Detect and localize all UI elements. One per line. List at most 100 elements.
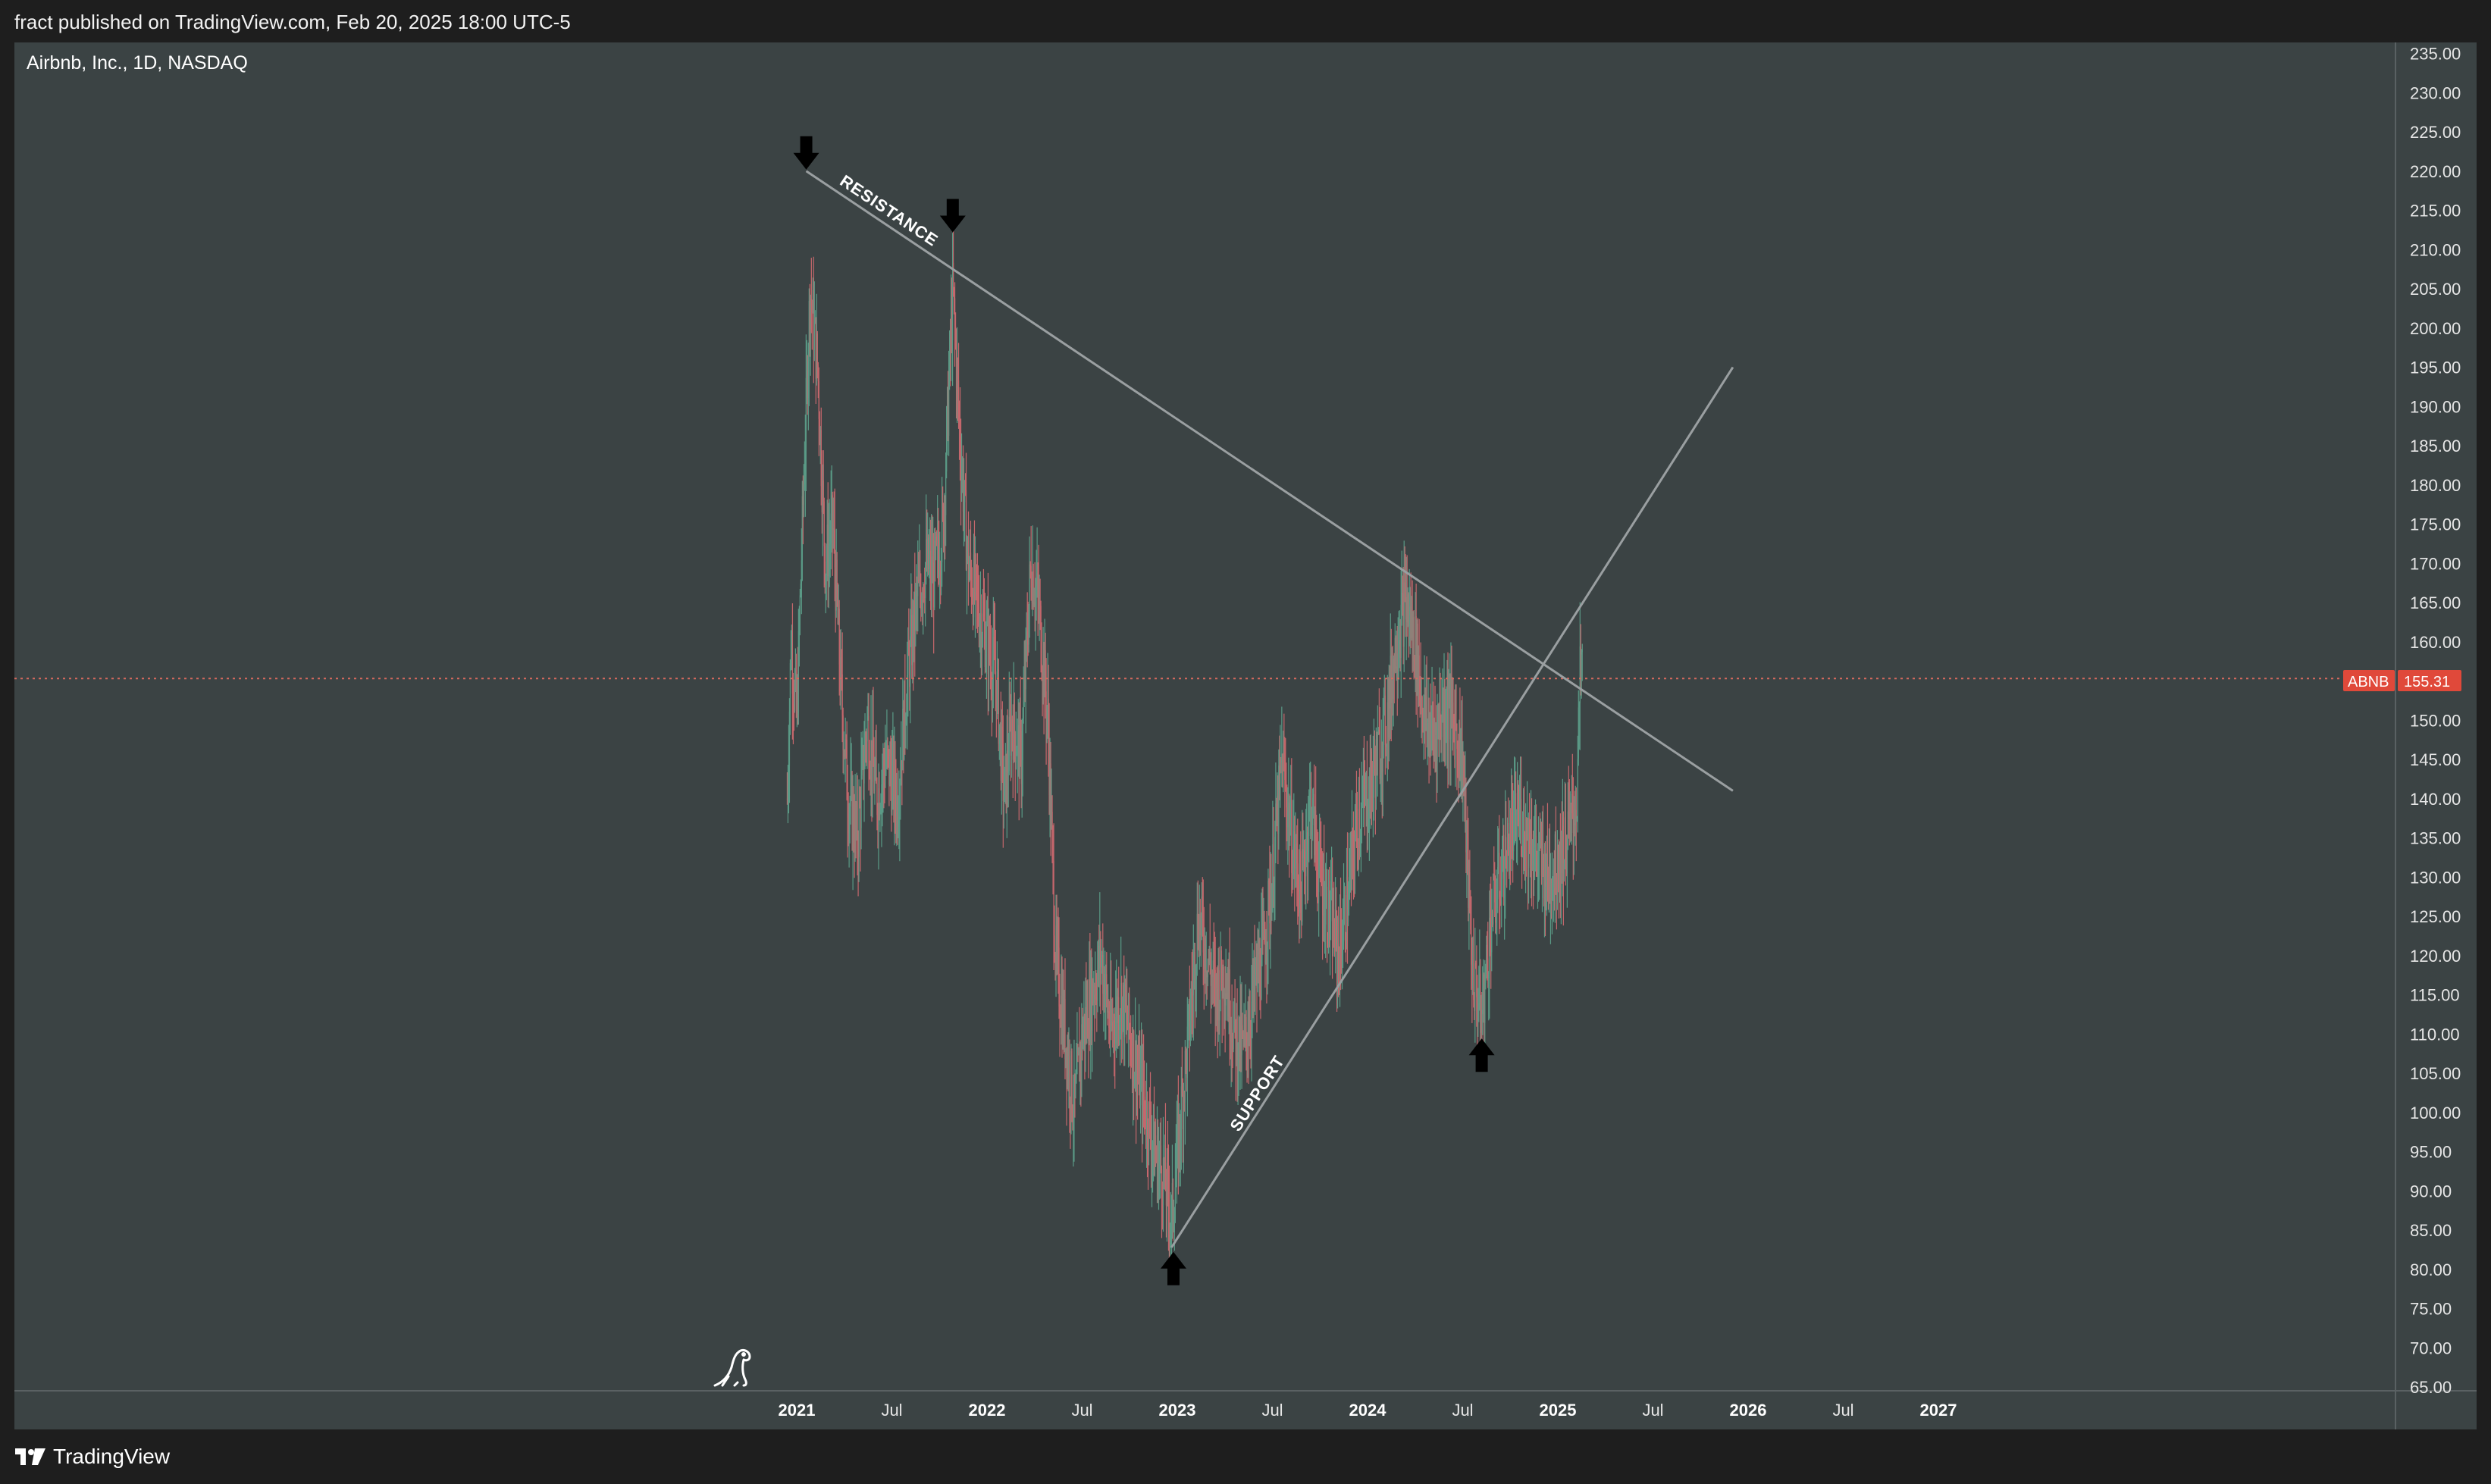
candle-body [1287,812,1289,828]
y-tick-label: 80.00 [2410,1260,2452,1279]
candle-body [1554,834,1556,888]
candle-body [1081,1024,1083,1063]
candle-body [1220,950,1221,1000]
candle-body [1383,699,1384,715]
candle-body [1346,877,1348,944]
candle-body [1508,823,1509,834]
candle-body [1126,1006,1128,1024]
candle-body [1298,889,1299,893]
candle-body [1347,909,1349,922]
candle-body [980,614,982,653]
candle-body [1299,851,1301,913]
candle-body [1168,1206,1170,1235]
candle-body [1178,1116,1180,1171]
candles-layer [786,219,1583,1276]
candle-body [1063,997,1064,1039]
candle-body [1330,891,1333,895]
candle-body [1529,850,1531,866]
candle-body [824,546,826,585]
tradingview-brand[interactable]: TradingView [15,1445,170,1469]
x-tick-label: 2024 [1349,1401,1387,1420]
candle-body [1099,938,1101,969]
candle-body [982,613,984,639]
candle-body [1435,735,1437,739]
candle-body [933,562,935,608]
candle-body [1329,881,1330,931]
candle-body [1217,970,1219,1021]
candle-body [1572,813,1574,833]
candle-body [1478,1003,1480,1009]
candle-body [1050,763,1051,826]
candle-body [1458,750,1459,775]
candle-body [1032,571,1033,603]
candle-body [1292,847,1294,875]
candle-body [1475,963,1477,969]
candle-body [1268,881,1270,884]
candle-body [1312,797,1314,826]
candle-body [1526,818,1528,839]
candle-body [1578,703,1580,708]
candle-body [1330,894,1332,922]
y-tick-label: 160.00 [2410,633,2461,652]
candle-body [1413,617,1415,662]
candle-body [1578,707,1579,759]
candle-body [938,555,940,578]
candle-body [1466,833,1468,853]
candle-body [1484,983,1486,1023]
candle-body [1234,998,1236,1021]
candle-body [913,591,915,648]
candle-body [1057,942,1058,949]
candle-body [1425,697,1427,723]
candle-body [1296,843,1298,864]
candle-body [799,595,801,625]
candle-body [1415,615,1417,682]
candle-body [1225,993,1227,1006]
candle-body [952,262,954,289]
candle-body [1432,709,1434,722]
candle-body [1326,886,1327,897]
candle-body [1318,866,1320,893]
candle-body [1005,754,1007,806]
candle-body [889,756,891,785]
candle-body [1483,975,1484,1010]
candle-body [1283,753,1285,761]
candle-body [1337,944,1340,960]
candle-body [1310,787,1311,794]
candle-body [797,690,798,714]
candle-body [958,409,960,421]
candle-body [1433,721,1434,738]
candle-body [1565,853,1567,874]
candle-body [1020,731,1022,784]
candle-body [1319,840,1321,866]
candle-body [826,561,827,575]
candle-body [1250,1034,1252,1036]
candle-body [1042,675,1043,681]
candle-body [1506,866,1508,871]
candle-body [822,480,823,513]
chart-area[interactable]: RESISTANCE SUPPORT 65.00 70.00 75.00 80.00 85… [14,42,2477,1429]
candle-body [1393,659,1395,672]
candle-body [829,543,831,545]
candle-body [960,471,963,482]
candle-body [1236,1016,1238,1074]
candle-body [901,760,903,770]
candle-body [1034,602,1036,607]
candle-body [1450,684,1452,740]
candle-body [1336,923,1338,969]
candle-body [1200,916,1202,936]
candle-body [1557,875,1559,882]
candle-body [1243,1028,1245,1042]
candle-body [1467,833,1468,838]
candle-body [957,363,959,381]
candle-body [1426,697,1427,731]
candle-body [1117,997,1119,1023]
candle-body [1047,698,1048,710]
candle-body [971,596,973,598]
arrow-down-icon [793,136,819,170]
candle-body [1333,909,1335,943]
candle-body [835,567,836,611]
candle-body [1096,996,1098,1001]
candle-body [1499,897,1501,901]
candle-body [1010,721,1011,756]
